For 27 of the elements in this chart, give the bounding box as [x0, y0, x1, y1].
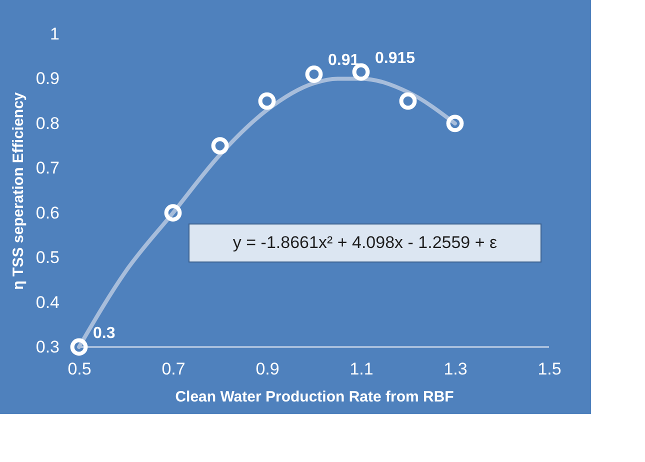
- y-axis-title: η TSS seperation Efficiency: [10, 92, 27, 290]
- x-tick-label: 0.9: [256, 360, 280, 378]
- x-tick-label: 1.3: [444, 360, 468, 378]
- point: [164, 204, 182, 222]
- point: [211, 137, 229, 154]
- x-tick-label: 0.5: [68, 360, 92, 378]
- data-label: 0.3: [93, 325, 116, 342]
- point: [399, 92, 417, 110]
- x-tick-label: 1.5: [538, 360, 562, 378]
- y-tick-label: 0.5: [36, 248, 60, 268]
- data-label: 0.915: [375, 50, 416, 68]
- y-tick-label: 0.6: [36, 203, 60, 222]
- x-axis-title: Clean Water Production Rate from RBF: [175, 388, 454, 406]
- point: [305, 66, 323, 83]
- data-label: 0.91: [328, 52, 360, 70]
- y-tick-label: 0.9: [36, 69, 60, 88]
- x-tick-label: 0.7: [162, 360, 186, 378]
- point: [258, 92, 276, 110]
- point: [70, 338, 88, 356]
- y-tick-label: 0.7: [36, 158, 60, 178]
- y-tick-label: 0.3: [36, 338, 60, 356]
- point: [446, 114, 464, 132]
- annotation: y = -1.8661x² + 4.098x - 1.2559 + ε: [232, 233, 498, 252]
- y-tick-label: 0.4: [36, 292, 60, 312]
- x-tick-label: 1.1: [350, 360, 374, 378]
- y-tick-label: 0.8: [36, 114, 60, 133]
- y-tick-label: 1: [50, 24, 60, 44]
